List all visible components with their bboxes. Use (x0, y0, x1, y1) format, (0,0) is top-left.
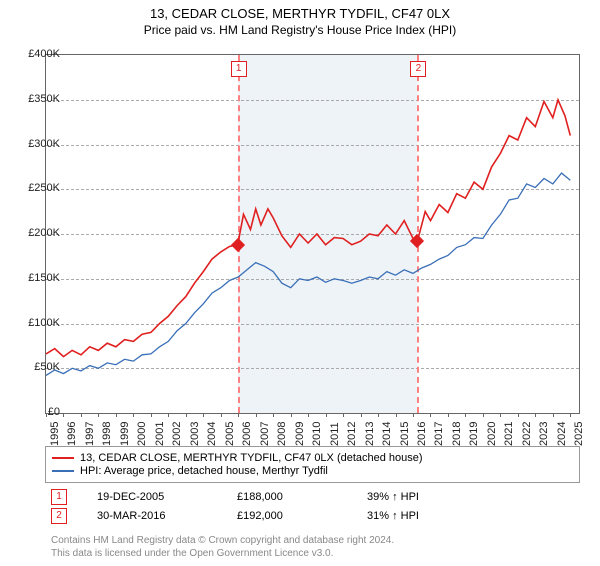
x-tick-label: 1995 (49, 422, 61, 446)
legend: 13, CEDAR CLOSE, MERTHYR TYDFIL, CF47 0L… (45, 446, 580, 483)
sale-vline (238, 55, 240, 413)
x-tick-label: 2023 (538, 422, 550, 446)
x-tick-label: 2007 (259, 422, 271, 446)
x-tick-label: 2021 (503, 422, 515, 446)
x-tick-label: 2002 (171, 422, 183, 446)
y-tick-label: £400K (28, 48, 60, 60)
chart-title: 13, CEDAR CLOSE, MERTHYR TYDFIL, CF47 0L… (0, 6, 600, 21)
x-tick-label: 1999 (119, 422, 131, 446)
x-tick-label: 2001 (154, 422, 166, 446)
y-tick-label: £300K (28, 138, 60, 150)
sale-row: 2 30-MAR-2016 £192,000 31% ↑ HPI (51, 508, 580, 524)
sale-price: £192,000 (237, 510, 337, 522)
footer: Contains HM Land Registry data © Crown c… (51, 534, 571, 560)
y-tick-label: £200K (28, 227, 60, 239)
y-tick-label: £0 (48, 406, 60, 418)
x-tick-label: 1997 (84, 422, 96, 446)
y-tick-label: £150K (28, 272, 60, 284)
x-tick-label: 2013 (364, 422, 376, 446)
x-tick-label: 2019 (468, 422, 480, 446)
x-tick-label: 2017 (433, 422, 445, 446)
x-tick-label: 2015 (399, 422, 411, 446)
sale-marker-icon: 2 (51, 508, 67, 524)
sale-delta: 31% ↑ HPI (367, 510, 419, 522)
chart-plot-area: 12 (45, 54, 580, 414)
x-tick-label: 2024 (556, 422, 568, 446)
x-tick-label: 2011 (329, 422, 341, 446)
legend-label-2: HPI: Average price, detached house, Mert… (80, 465, 328, 477)
x-tick-label: 1998 (101, 422, 113, 446)
x-tick-label: 2025 (573, 422, 585, 446)
legend-row-1: 13, CEDAR CLOSE, MERTHYR TYDFIL, CF47 0L… (52, 452, 573, 464)
x-tick-label: 2003 (189, 422, 201, 446)
x-tick-label: 2000 (136, 422, 148, 446)
x-tick-label: 2022 (521, 422, 533, 446)
x-tick-label: 2016 (416, 422, 428, 446)
sales-table: 1 19-DEC-2005 £188,000 39% ↑ HPI 2 30-MA… (45, 486, 580, 527)
y-tick-label: £250K (28, 182, 60, 194)
sale-date: 19-DEC-2005 (97, 491, 207, 503)
sale-marker-icon: 2 (410, 61, 426, 77)
footer-line-2: This data is licensed under the Open Gov… (51, 547, 571, 560)
legend-label-1: 13, CEDAR CLOSE, MERTHYR TYDFIL, CF47 0L… (80, 452, 423, 464)
sale-date: 30-MAR-2016 (97, 510, 207, 522)
x-tick-label: 2014 (381, 422, 393, 446)
x-tick-label: 2004 (206, 422, 218, 446)
sale-marker-icon: 1 (51, 489, 67, 505)
chart-subtitle: Price paid vs. HM Land Registry's House … (0, 23, 600, 37)
sale-price: £188,000 (237, 491, 337, 503)
x-tick-label: 2008 (276, 422, 288, 446)
sale-delta: 39% ↑ HPI (367, 491, 419, 503)
y-tick-label: £350K (28, 93, 60, 105)
footer-line-1: Contains HM Land Registry data © Crown c… (51, 534, 571, 547)
legend-swatch-2 (52, 470, 74, 472)
legend-row-2: HPI: Average price, detached house, Mert… (52, 465, 573, 477)
y-tick-label: £50K (34, 361, 60, 373)
y-tick-label: £100K (28, 317, 60, 329)
sale-marker-icon: 1 (231, 61, 247, 77)
x-tick-label: 2009 (294, 422, 306, 446)
x-tick-label: 2020 (486, 422, 498, 446)
x-tick-label: 1996 (66, 422, 78, 446)
chart-container: 13, CEDAR CLOSE, MERTHYR TYDFIL, CF47 0L… (0, 6, 600, 566)
x-tick-label: 2005 (224, 422, 236, 446)
x-tick-label: 2006 (241, 422, 253, 446)
sale-row: 1 19-DEC-2005 £188,000 39% ↑ HPI (51, 489, 580, 505)
x-tick-label: 2010 (311, 422, 323, 446)
x-tick-label: 2018 (451, 422, 463, 446)
legend-swatch-1 (52, 457, 74, 459)
x-tick-label: 2012 (346, 422, 358, 446)
